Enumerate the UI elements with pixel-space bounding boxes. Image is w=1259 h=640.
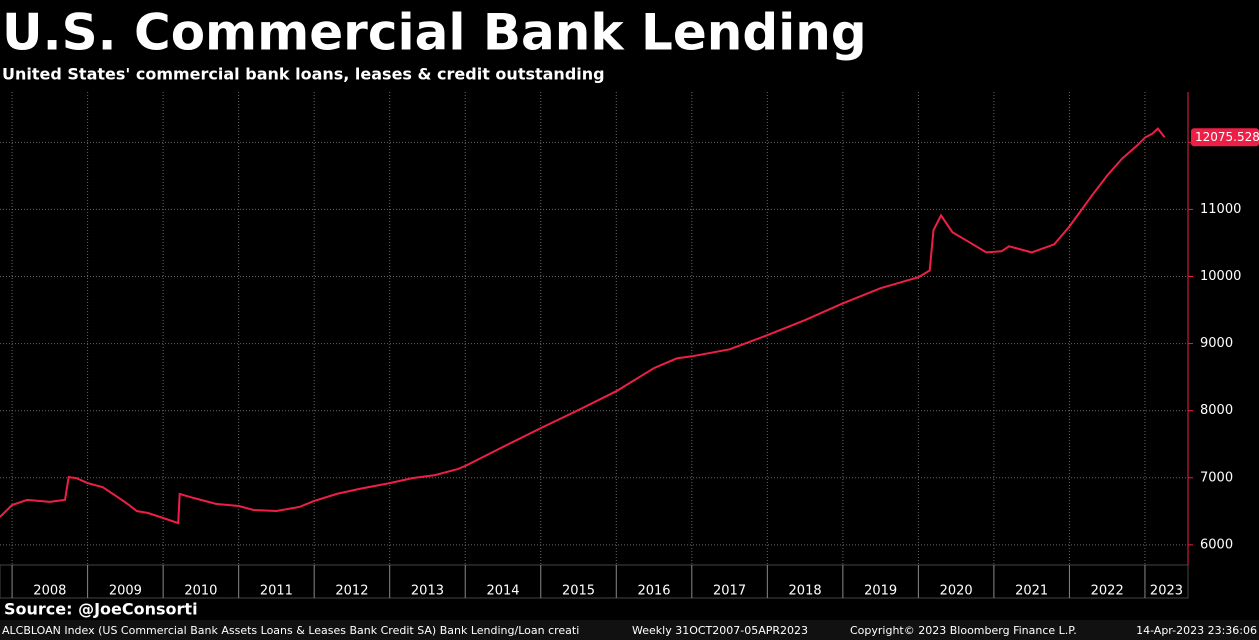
chart-title: U.S. Commercial Bank Lending (2, 4, 867, 62)
y-tick-label: 11000 (1200, 202, 1241, 217)
x-axis-strip (0, 564, 1189, 599)
x-tick-label: 2015 (562, 584, 595, 599)
footer-range: Weekly 31OCT2007-05APR2023 (632, 624, 808, 637)
x-tick-label: 2017 (713, 584, 746, 599)
x-tick-label: 2011 (260, 584, 293, 599)
x-tick-label: 2018 (789, 584, 822, 599)
footer-copyright: Copyright© 2023 Bloomberg Finance L.P. (850, 624, 1077, 637)
y-tick-label: 8000 (1200, 403, 1233, 418)
last-value-label: 12075.528 (1195, 130, 1259, 144)
x-tick-label: 2009 (109, 584, 142, 599)
x-tick-label: 2008 (33, 584, 66, 599)
x-tick-label: 2012 (335, 584, 368, 599)
footer-index: ALCBLOAN Index (US Commercial Bank Asset… (2, 624, 579, 637)
x-tick-label: 2016 (637, 584, 670, 599)
y-tick-label: 9000 (1200, 336, 1233, 351)
chart-subtitle: United States' commercial bank loans, le… (2, 65, 605, 84)
x-tick-label: 2014 (486, 584, 519, 599)
x-tick-label: 2023 (1150, 584, 1183, 599)
x-tick-label: 2021 (1015, 584, 1048, 599)
y-tick-label: 6000 (1200, 537, 1233, 552)
footer-bar (0, 620, 1259, 640)
x-tick-label: 2022 (1091, 584, 1124, 599)
source: Source: @JoeConsorti (4, 600, 198, 619)
last-value-badge (1191, 128, 1259, 147)
footer-timestamp: 14-Apr-2023 23:36:06 (1136, 624, 1257, 637)
line-series (0, 127, 1166, 525)
x-tick-label: 2020 (940, 584, 973, 599)
x-tick-label: 2019 (864, 584, 897, 599)
x-tick-label: 2013 (411, 584, 444, 599)
x-tick-label: 2010 (184, 584, 217, 599)
y-tick-label: 7000 (1200, 470, 1233, 485)
y-tick-label: 10000 (1200, 269, 1241, 284)
